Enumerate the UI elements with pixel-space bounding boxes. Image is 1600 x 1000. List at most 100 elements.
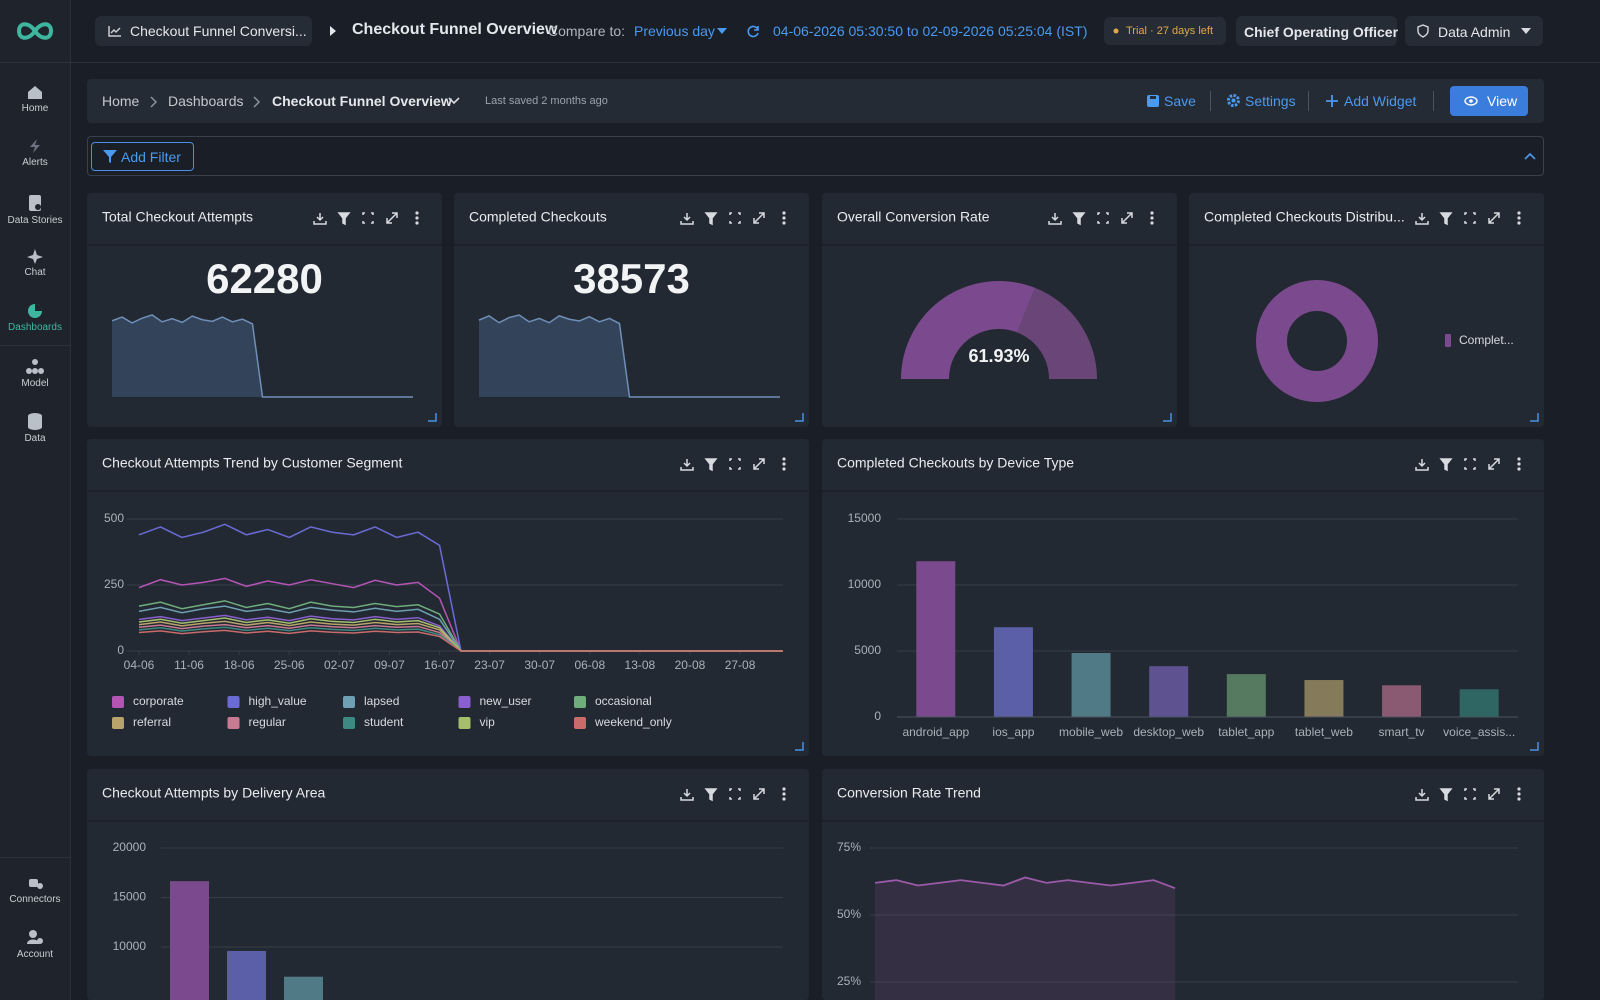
user-menu[interactable]: Data Admin <box>1405 16 1543 46</box>
expand-icon <box>1488 458 1500 470</box>
caret <box>717 28 727 34</box>
widget-toolbar <box>313 211 419 226</box>
bar <box>1071 652 1111 717</box>
refresh-icon[interactable] <box>746 24 760 38</box>
expand-icon <box>1488 788 1500 800</box>
y-tick-label: 500 <box>104 511 124 525</box>
filter-icon <box>1439 212 1453 226</box>
compare-value[interactable]: Previous day <box>634 23 715 39</box>
menu-dot <box>1517 221 1521 225</box>
x-tick-label: 25-06 <box>274 658 305 672</box>
filter-icon <box>1439 458 1453 472</box>
resize-handle <box>795 742 804 751</box>
nav-chat[interactable]: Chat <box>0 248 70 278</box>
filter-icon <box>1072 212 1086 226</box>
focus-icon <box>1464 212 1476 224</box>
nav-alerts[interactable]: Alerts <box>0 138 70 168</box>
caret <box>330 26 336 36</box>
collapse-icon[interactable] <box>1524 152 1536 160</box>
date-range[interactable]: 04-06-2026 05:30:50 to 02-09-2026 05:25:… <box>773 23 1088 39</box>
widget-toolbar <box>1415 457 1521 472</box>
view-label: View <box>1487 93 1518 109</box>
nav-label: Account <box>16 949 54 960</box>
legend-swatch <box>1445 334 1451 347</box>
x-tick-label: android_app <box>902 725 969 739</box>
widget-title: Completed Checkouts Distribu... <box>1204 209 1405 225</box>
widget-toolbar <box>1415 787 1521 802</box>
menu-dot <box>415 221 419 225</box>
menu-dot <box>1150 216 1154 220</box>
legend-label: occasional <box>595 694 652 708</box>
menu-dot <box>782 457 786 461</box>
y-tick-label: 50% <box>837 907 861 921</box>
widget-canvas: Completed Checkouts Distribu... Complet..… <box>1189 209 1544 422</box>
download-icon <box>1048 213 1062 225</box>
kpi-value: 62280 <box>206 255 323 302</box>
crumb[interactable]: Dashboards <box>168 93 244 109</box>
logo <box>16 22 54 40</box>
filter-icon <box>1439 788 1453 802</box>
widget-title: Total Checkout Attempts <box>102 209 253 225</box>
menu-dot <box>1517 462 1521 466</box>
nav-label: Data <box>24 433 46 444</box>
crumb[interactable]: Home <box>102 93 140 109</box>
x-tick-label: voice_assis... <box>1443 725 1515 739</box>
x-tick-label: 11-06 <box>174 658 204 672</box>
sparkline <box>478 314 780 398</box>
download-icon <box>1415 789 1429 801</box>
widget: Overall Conversion Rate 61.93% <box>822 193 1177 427</box>
menu-dot <box>1517 797 1521 801</box>
focus-icon <box>1097 212 1109 224</box>
expand-icon <box>753 788 765 800</box>
expand-icon <box>753 212 765 224</box>
settings-button[interactable]: Settings <box>1245 93 1296 109</box>
widget: Total Checkout Attempts 62280 <box>87 193 442 427</box>
nav-home[interactable]: Home <box>0 84 70 114</box>
x-tick-label: 23-07 <box>474 658 505 672</box>
x-tick-label: 13-08 <box>625 658 656 672</box>
x-tick-label: mobile_web <box>1059 725 1123 739</box>
crumb-current: Checkout Funnel Overview <box>272 93 452 109</box>
menu-dot <box>1517 787 1521 791</box>
x-tick-label: ios_app <box>992 725 1034 739</box>
view-button[interactable]: View <box>1450 86 1528 116</box>
trial-label: Trial · 27 days left <box>1126 25 1214 37</box>
sparkline-area <box>112 315 413 397</box>
divider <box>0 345 70 346</box>
expand-icon <box>1488 212 1500 224</box>
legend-swatch <box>343 696 355 708</box>
nav-connectors[interactable]: Connectors <box>0 874 70 905</box>
filter-icon <box>704 212 718 226</box>
area-fill <box>875 877 1176 1000</box>
kpi-value: 38573 <box>573 255 690 302</box>
nav-data-stories[interactable]: Data Stories <box>0 194 70 226</box>
menu-dot <box>782 211 786 215</box>
x-tick-label: 18-06 <box>224 658 255 672</box>
widget-canvas: Checkout Attempts Trend by Customer Segm… <box>87 455 809 751</box>
tab[interactable]: Checkout Funnel Conversi... <box>95 16 312 46</box>
save-button[interactable]: Save <box>1164 93 1196 109</box>
download-icon <box>1415 459 1429 471</box>
y-tick-label: 10000 <box>113 939 147 953</box>
legend-swatch <box>574 696 586 708</box>
gauge-value <box>901 281 1035 379</box>
nav-label: Chat <box>24 267 46 278</box>
y-tick-label: 15000 <box>113 890 147 904</box>
y-tick-label: 10000 <box>848 577 882 591</box>
legend-swatch <box>227 717 240 729</box>
nav-label: Data Stories <box>7 215 63 226</box>
add-filter-button[interactable]: Add Filter <box>91 142 194 171</box>
widget: Completed Checkouts Distribu... Complet..… <box>1189 193 1544 427</box>
x-tick-label: 16-07 <box>424 658 455 672</box>
nav-model[interactable]: Model <box>0 358 70 389</box>
nav-account[interactable]: Account <box>0 929 70 960</box>
nav-data[interactable]: Data <box>0 412 70 444</box>
bar <box>1149 666 1189 717</box>
expand-icon <box>1121 212 1133 224</box>
role[interactable]: Chief Operating Officer <box>1236 16 1398 46</box>
resize-handle <box>428 413 437 422</box>
add-widget-button[interactable]: Add Widget <box>1344 93 1417 109</box>
nav-dashboards[interactable]: Dashboards <box>0 302 70 333</box>
trial-pill: Trial · 27 days left <box>1104 17 1226 45</box>
